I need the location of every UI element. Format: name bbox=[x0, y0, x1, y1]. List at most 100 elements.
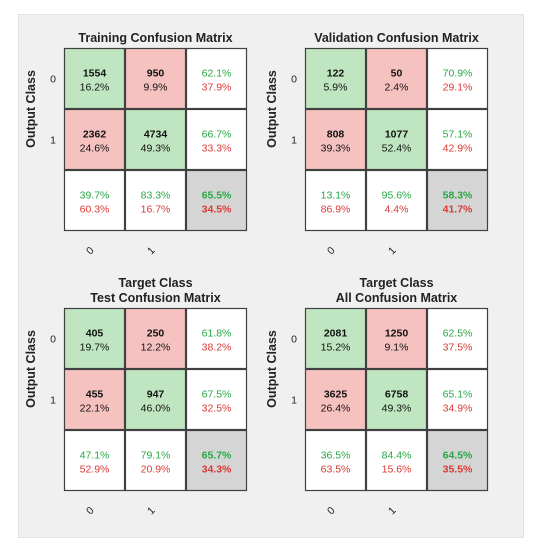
error-cell bbox=[365, 47, 428, 110]
cell-percent: 9.9% bbox=[144, 82, 168, 94]
cell-count: 2362 bbox=[83, 129, 107, 141]
cell-correct-percent: 65.7% bbox=[202, 450, 232, 462]
y-axis-label: Output Class bbox=[265, 330, 279, 408]
cell-error-percent: 15.6% bbox=[382, 464, 412, 476]
x-tick-label: 0 bbox=[84, 504, 97, 517]
cell-correct-percent: 79.1% bbox=[141, 450, 171, 462]
cell-percent: 9.1% bbox=[385, 342, 409, 354]
correct-cell bbox=[365, 368, 428, 431]
summary-cell bbox=[426, 307, 489, 370]
cell-correct-percent: 67.5% bbox=[202, 389, 232, 401]
correct-cell bbox=[304, 307, 367, 370]
y-tick-label: 0 bbox=[50, 74, 56, 86]
cell-percent: 19.7% bbox=[80, 342, 110, 354]
overall-accuracy-cell bbox=[185, 169, 248, 232]
cell-count: 947 bbox=[147, 389, 165, 401]
confusion-matrix-figure: Training Confusion Matrix 1554 16.2% 950 9.9… bbox=[18, 14, 524, 538]
cell-count: 4734 bbox=[144, 129, 168, 141]
cell-count: 455 bbox=[86, 389, 104, 401]
x-tick-label: 0 bbox=[84, 244, 97, 257]
x-axis-label: Target Class bbox=[359, 536, 433, 537]
x-axis-label: Target Class bbox=[118, 536, 192, 537]
y-tick-label: 0 bbox=[50, 334, 56, 346]
matrix-title: Training Confusion Matrix bbox=[78, 31, 232, 45]
summary-cell bbox=[124, 169, 187, 232]
cell-correct-percent: 62.1% bbox=[202, 68, 232, 80]
matrix-title: Test Confusion Matrix bbox=[90, 291, 220, 305]
overall-accuracy-cell bbox=[185, 429, 248, 492]
correct-cell bbox=[63, 47, 126, 110]
cell-percent: 52.4% bbox=[382, 143, 412, 155]
y-tick-label: 0 bbox=[291, 334, 297, 346]
error-cell bbox=[304, 108, 367, 171]
matrix-title: Validation Confusion Matrix bbox=[314, 31, 479, 45]
cell-count: 1077 bbox=[385, 129, 409, 141]
error-cell bbox=[63, 368, 126, 431]
cell-correct-percent: 64.5% bbox=[443, 450, 473, 462]
correct-cell bbox=[124, 368, 187, 431]
cell-error-percent: 38.2% bbox=[202, 342, 232, 354]
summary-cell bbox=[304, 169, 367, 232]
correct-cell bbox=[365, 108, 428, 171]
cell-error-percent: 60.3% bbox=[80, 204, 110, 216]
summary-cell bbox=[365, 169, 428, 232]
cell-percent: 26.4% bbox=[321, 403, 351, 415]
cell-correct-percent: 65.1% bbox=[443, 389, 473, 401]
x-axis-label: Target Class bbox=[118, 276, 192, 290]
cell-count: 2081 bbox=[324, 328, 348, 340]
cell-percent: 15.2% bbox=[321, 342, 351, 354]
summary-cell bbox=[304, 429, 367, 492]
cell-count: 1250 bbox=[385, 328, 409, 340]
summary-cell bbox=[185, 307, 248, 370]
cell-error-percent: 34.5% bbox=[202, 204, 232, 216]
x-tick-label: 0 bbox=[325, 504, 338, 517]
cell-correct-percent: 61.8% bbox=[202, 328, 232, 340]
figure-canvas: Training Confusion Matrix 1554 16.2% 950 9.9… bbox=[24, 31, 489, 537]
x-tick-label: 0 bbox=[325, 244, 338, 257]
x-axis-label: Target Class bbox=[359, 276, 433, 290]
summary-cell bbox=[185, 108, 248, 171]
cell-percent: 5.9% bbox=[324, 82, 348, 94]
cell-percent: 22.1% bbox=[80, 403, 110, 415]
cell-percent: 46.0% bbox=[141, 403, 171, 415]
cell-count: 1554 bbox=[83, 68, 107, 80]
x-tick-label: 1 bbox=[386, 504, 399, 517]
x-tick-label: 1 bbox=[386, 244, 399, 257]
cell-error-percent: 37.9% bbox=[202, 82, 232, 94]
cell-error-percent: 34.3% bbox=[202, 464, 232, 476]
cell-error-percent: 33.3% bbox=[202, 143, 232, 155]
summary-cell bbox=[426, 47, 489, 110]
cell-error-percent: 52.9% bbox=[80, 464, 110, 476]
cell-count: 808 bbox=[327, 129, 345, 141]
overall-accuracy-cell bbox=[426, 169, 489, 232]
cell-count: 6758 bbox=[385, 389, 409, 401]
x-tick-label: 1 bbox=[145, 244, 158, 257]
y-axis-label: Output Class bbox=[265, 70, 279, 148]
summary-cell bbox=[185, 368, 248, 431]
overall-accuracy-cell bbox=[426, 429, 489, 492]
error-cell bbox=[63, 108, 126, 171]
summary-cell bbox=[185, 47, 248, 110]
cell-count: 405 bbox=[86, 328, 104, 340]
cell-correct-percent: 70.9% bbox=[443, 68, 473, 80]
cell-correct-percent: 65.5% bbox=[202, 190, 232, 202]
cell-error-percent: 41.7% bbox=[443, 204, 473, 216]
y-tick-label: 0 bbox=[291, 74, 297, 86]
error-cell bbox=[124, 47, 187, 110]
cell-percent: 2.4% bbox=[385, 82, 409, 94]
x-tick-label: 1 bbox=[145, 504, 158, 517]
cell-error-percent: 42.9% bbox=[443, 143, 473, 155]
cell-error-percent: 32.5% bbox=[202, 403, 232, 415]
cell-correct-percent: 58.3% bbox=[443, 190, 473, 202]
y-axis-label: Output Class bbox=[24, 70, 38, 148]
cell-error-percent: 16.7% bbox=[141, 204, 171, 216]
correct-cell bbox=[63, 307, 126, 370]
y-tick-label: 1 bbox=[50, 135, 56, 147]
cell-correct-percent: 66.7% bbox=[202, 129, 232, 141]
cell-correct-percent: 62.5% bbox=[443, 328, 473, 340]
cell-correct-percent: 84.4% bbox=[382, 450, 412, 462]
cell-correct-percent: 13.1% bbox=[321, 190, 351, 202]
cell-count: 950 bbox=[147, 68, 165, 80]
cell-error-percent: 63.5% bbox=[321, 464, 351, 476]
y-tick-label: 1 bbox=[291, 395, 297, 407]
